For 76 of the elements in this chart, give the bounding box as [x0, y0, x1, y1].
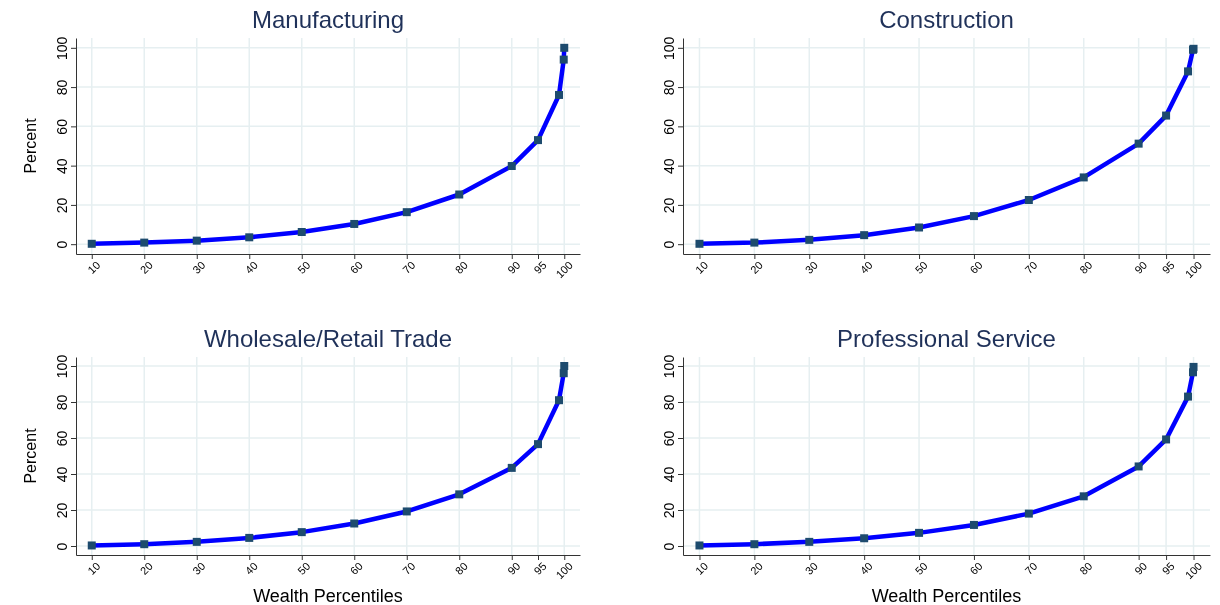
x-tick-label: 95 [1159, 258, 1177, 276]
x-tick-label: 10 [85, 258, 103, 276]
y-tick-label: 40 [54, 158, 70, 174]
x-tick-label: 90 [505, 258, 523, 276]
x-tick-label: 30 [190, 258, 208, 276]
x-tick-label: 50 [912, 559, 930, 577]
x-tick-label: 100 [553, 559, 575, 582]
x-tick-label: 90 [505, 559, 523, 577]
x-tick-label: 60 [347, 559, 365, 577]
x-tick-label: 80 [1077, 559, 1095, 577]
y-tick-label: 100 [661, 36, 677, 60]
x-tick-label: 10 [693, 258, 711, 276]
x-tick-label: 95 [531, 258, 549, 276]
y-tick-label: 40 [661, 158, 677, 174]
y-tick-label: 100 [54, 36, 70, 60]
x-tick-label: 70 [400, 559, 418, 577]
y-tick-label: 40 [661, 466, 677, 483]
chart-title: Manufacturing [251, 6, 405, 33]
x-tick-label: 80 [452, 559, 470, 577]
y-tick-label: 0 [661, 542, 677, 551]
y-tick-label: 80 [54, 394, 70, 411]
x-tick-label: 50 [295, 559, 313, 577]
y-tick-label: 80 [54, 79, 70, 96]
y-axis-title: Percent [21, 427, 39, 484]
chart-title: Professional Service [837, 325, 1056, 352]
x-tick-label: 90 [1132, 559, 1150, 577]
x-tick-label: 60 [967, 559, 985, 577]
x-tick-label: 10 [693, 559, 711, 577]
x-tick-label: 50 [295, 258, 313, 276]
y-tick-label: 0 [54, 542, 70, 551]
x-tick-label: 30 [802, 559, 820, 577]
x-tick-label: 20 [747, 258, 766, 276]
x-tick-label: 30 [802, 258, 820, 276]
x-tick-label: 80 [1077, 258, 1095, 276]
y-tick-label: 20 [661, 197, 677, 214]
x-tick-label: 95 [1159, 559, 1177, 577]
x-tick-label: 95 [531, 559, 549, 577]
chart-title: Construction [879, 6, 1014, 33]
x-tick-label: 20 [137, 559, 155, 577]
x-axis-title: Wealth Percentiles [871, 586, 1022, 605]
x-tick-label: 70 [1022, 559, 1040, 577]
x-tick-label: 40 [242, 258, 260, 276]
y-tick-label: 80 [661, 79, 677, 96]
x-tick-label: 40 [242, 559, 260, 577]
y-tick-label: 0 [661, 240, 677, 249]
y-tick-label: 80 [661, 394, 677, 411]
y-tick-label: 20 [661, 502, 677, 519]
y-tick-label: 40 [54, 466, 70, 483]
x-tick-label: 70 [1022, 258, 1040, 276]
x-tick-label: 60 [347, 258, 365, 276]
x-tick-label: 100 [553, 258, 575, 281]
x-tick-label: 80 [452, 258, 470, 276]
y-tick-label: 20 [54, 197, 70, 214]
x-tick-label: 100 [1182, 258, 1205, 281]
x-tick-label: 40 [857, 559, 875, 577]
y-tick-label: 20 [54, 502, 70, 519]
x-tick-label: 90 [1132, 258, 1150, 276]
y-tick-label: 100 [54, 354, 70, 379]
x-tick-label: 60 [967, 258, 985, 276]
y-tick-label: 0 [54, 240, 70, 249]
x-tick-label: 40 [857, 258, 875, 276]
y-axis-title: Percent [21, 117, 39, 174]
x-tick-label: 20 [137, 258, 155, 276]
y-tick-label: 60 [661, 118, 677, 135]
chart-title: Wholesale/Retail Trade [203, 325, 453, 352]
y-tick-label: 60 [54, 118, 70, 135]
x-tick-label: 20 [747, 559, 766, 577]
x-tick-label: 70 [400, 258, 418, 276]
x-tick-label: 10 [85, 559, 103, 577]
x-tick-label: 50 [912, 258, 930, 276]
y-tick-label: 100 [661, 354, 677, 379]
x-tick-label: 30 [190, 559, 208, 577]
y-tick-label: 60 [54, 430, 70, 447]
y-tick-label: 60 [661, 430, 677, 447]
x-axis-title: Wealth Percentiles [253, 586, 403, 605]
x-tick-label: 100 [1182, 559, 1205, 582]
